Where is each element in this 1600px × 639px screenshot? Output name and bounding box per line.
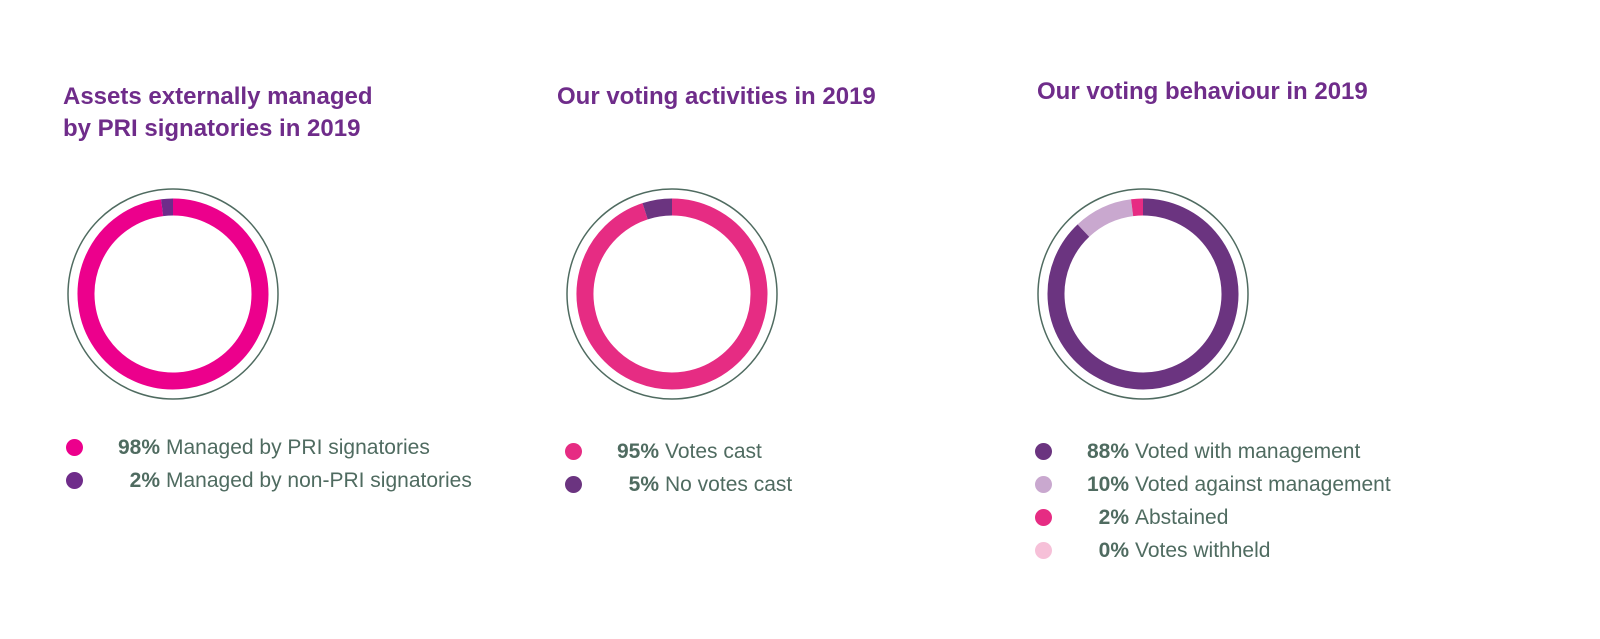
legend-item: 10% Voted against management	[1035, 468, 1391, 501]
chart-title: Our voting behaviour in 2019	[1037, 76, 1368, 108]
legend-item: 0% Votes withheld	[1035, 534, 1391, 567]
legend-value: 5%	[628, 472, 659, 496]
legend-item: 88% Voted with management	[1035, 435, 1391, 468]
legend-swatch	[66, 439, 83, 456]
legend-label: Abstained	[1135, 505, 1229, 529]
chart-legend: 98% Managed by PRI signatories 2% Manage…	[66, 431, 472, 497]
chart-title-line: Assets externally managed	[63, 83, 373, 110]
legend-swatch	[1035, 542, 1052, 559]
legend-label: Voted against management	[1135, 472, 1391, 496]
donut-slice	[1047, 198, 1239, 390]
chart-legend: 88% Voted with management 10% Voted agai…	[1035, 435, 1391, 567]
legend-item: 2% Abstained	[1035, 501, 1391, 534]
donut-slice	[77, 198, 269, 390]
legend-value: 2%	[1098, 505, 1129, 529]
chart-title: Assets externally managed by PRI signato…	[63, 81, 372, 145]
legend-swatch	[565, 476, 582, 493]
donut-slice	[642, 198, 673, 220]
legend-value: 0%	[1098, 538, 1129, 562]
legend-item: 5% No votes cast	[565, 468, 792, 501]
legend-value: 10%	[1086, 472, 1129, 496]
chart-title-line: by PRI signatories in 2019	[63, 115, 361, 142]
donut-outline-ring	[566, 188, 778, 400]
donut-outline-ring	[1037, 188, 1249, 400]
legend-swatch	[1035, 509, 1052, 526]
legend-value: 88%	[1086, 439, 1129, 463]
legend-item: 98% Managed by PRI signatories	[66, 431, 472, 464]
chart-title-line: Our voting activities in 2019	[557, 83, 876, 110]
donut-slice	[161, 198, 174, 217]
chart-panel-voting-activities: Our voting activities in 2019 95% Votes …	[520, 0, 1000, 639]
legend-swatch	[1035, 443, 1052, 460]
legend-swatch	[66, 472, 83, 489]
chart-title: Our voting activities in 2019	[557, 81, 876, 113]
donut-slice	[576, 198, 768, 390]
legend-swatch	[1035, 476, 1052, 493]
legend-value: 95%	[616, 439, 659, 463]
chart-legend: 95% Votes cast 5% No votes cast	[565, 435, 792, 501]
donut-slice	[1077, 199, 1134, 237]
legend-label: Voted with management	[1135, 439, 1361, 463]
chart-panel-assets: Assets externally managed by PRI signato…	[0, 0, 520, 639]
donut-chart-voting-behaviour	[1037, 188, 1249, 400]
legend-label: Votes withheld	[1135, 538, 1271, 562]
legend-label: Managed by non-PRI signatories	[166, 468, 472, 492]
donut-chart-assets	[67, 188, 279, 400]
donut-chart-voting-activities	[566, 188, 778, 400]
donut-outline-ring	[67, 188, 279, 400]
legend-item: 95% Votes cast	[565, 435, 792, 468]
legend-swatch	[565, 443, 582, 460]
legend-label: Votes cast	[665, 439, 762, 463]
legend-label: Managed by PRI signatories	[166, 435, 430, 459]
legend-value: 2%	[129, 468, 160, 492]
chart-panel-voting-behaviour: Our voting behaviour in 2019 88% Voted w…	[1000, 0, 1600, 639]
legend-value: 98%	[117, 435, 160, 459]
legend-item: 2% Managed by non-PRI signatories	[66, 464, 472, 497]
legend-label: No votes cast	[665, 472, 793, 496]
donut-slice	[1131, 198, 1144, 217]
chart-title-line: Our voting behaviour in 2019	[1037, 78, 1368, 105]
